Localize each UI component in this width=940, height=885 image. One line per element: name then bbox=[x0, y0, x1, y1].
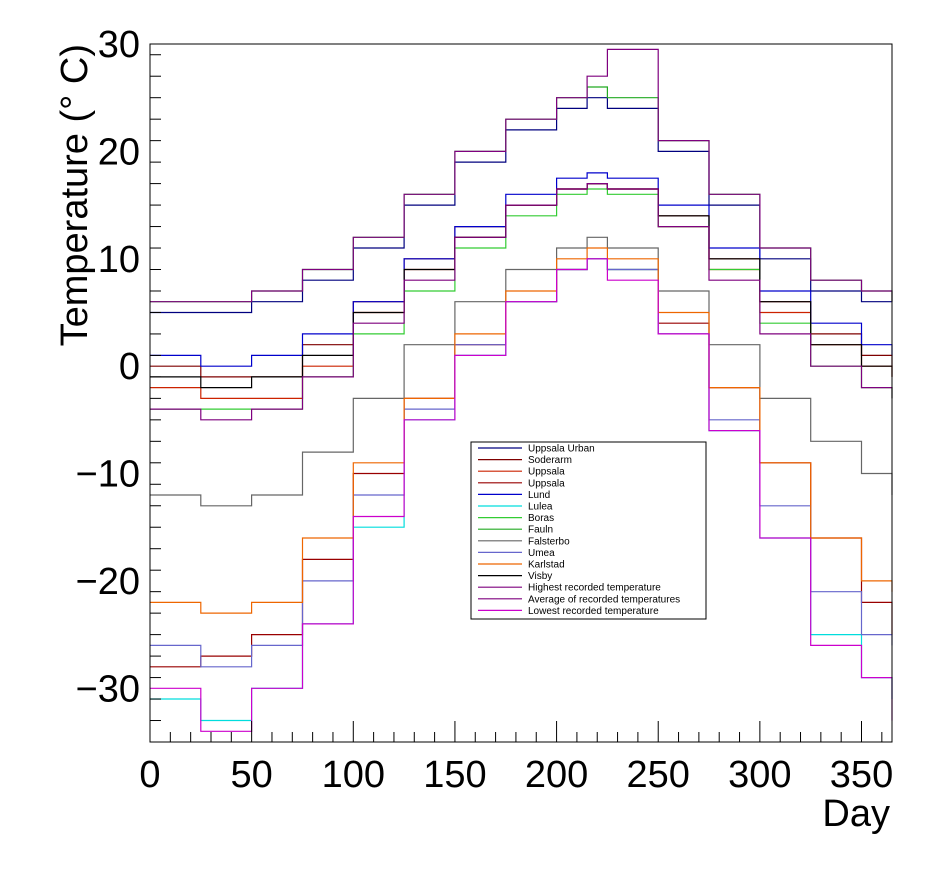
y-tick-labels: 30 20 10 0 −10 −20 −30 bbox=[76, 24, 140, 710]
series-line-13 bbox=[150, 183, 893, 421]
x-tick-labels: 0 50 100 150 200 250 300 350 bbox=[139, 754, 893, 796]
x-axis-title: Day bbox=[822, 793, 890, 835]
x-tick-label: 350 bbox=[830, 754, 893, 796]
legend-label: Umea bbox=[528, 548, 555, 559]
legend-label: Boras bbox=[528, 513, 554, 524]
x-tick-label: 200 bbox=[525, 754, 588, 796]
x-tick-label: 300 bbox=[728, 754, 791, 796]
legend-label: Uppsala bbox=[528, 467, 565, 478]
legend: Uppsala UrbanSoderarmUppsalaUppsalaLundL… bbox=[470, 441, 707, 620]
y-tick-label: 20 bbox=[98, 131, 140, 173]
series-layer bbox=[150, 48, 893, 732]
plot-frame bbox=[149, 43, 893, 743]
legend-label: Highest recorded temperature bbox=[528, 583, 661, 594]
y-tick-label: 0 bbox=[119, 346, 140, 388]
legend-label: Fauln bbox=[528, 525, 553, 536]
series-line-10 bbox=[150, 247, 893, 614]
legend-label: Lund bbox=[528, 490, 550, 501]
legend-label: Uppsala Urban bbox=[528, 444, 595, 455]
y-tick-label: −10 bbox=[76, 454, 140, 496]
x-tick-label: 50 bbox=[231, 754, 273, 796]
series-line-14 bbox=[150, 258, 893, 732]
series-line-12 bbox=[150, 48, 893, 303]
legend-label: Lulea bbox=[528, 502, 553, 513]
x-tick-label: 100 bbox=[322, 754, 385, 796]
legend-label: Karlstad bbox=[528, 560, 565, 571]
y-tick-label: 10 bbox=[98, 239, 140, 281]
y-tick-label: −30 bbox=[76, 668, 140, 710]
x-tick-label: 150 bbox=[423, 754, 486, 796]
legend-label: Average of recorded temperatures bbox=[528, 594, 680, 605]
tick-layer bbox=[149, 54, 883, 743]
x-tick-label: 0 bbox=[139, 754, 160, 796]
y-tick-label: 30 bbox=[98, 24, 140, 66]
series-line-8 bbox=[150, 236, 893, 507]
legend-label: Visby bbox=[528, 571, 552, 582]
legend-label: Falsterbo bbox=[528, 536, 570, 547]
legend-label: Uppsala bbox=[528, 478, 565, 489]
x-tick-label: 250 bbox=[627, 754, 690, 796]
y-tick-label: −20 bbox=[76, 561, 140, 603]
legend-label: Lowest recorded temperature bbox=[528, 606, 659, 617]
y-axis-title: Temperature (° C) bbox=[54, 44, 96, 346]
series-line-4 bbox=[150, 172, 893, 367]
legend-label: Soderarm bbox=[528, 455, 572, 466]
